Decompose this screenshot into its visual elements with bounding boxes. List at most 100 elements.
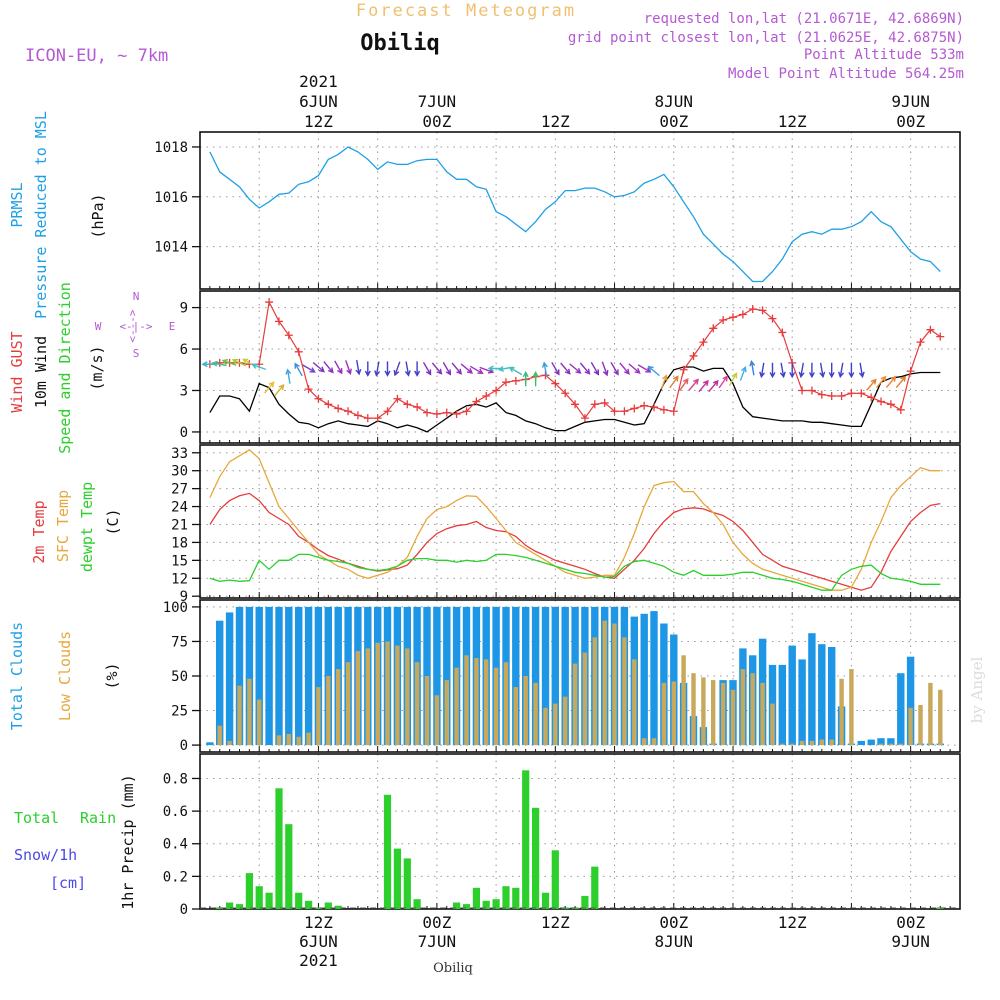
wind-arrow xyxy=(759,362,766,379)
gust-marker xyxy=(501,378,510,387)
wind-arrow xyxy=(431,362,443,375)
low-cloud-bar xyxy=(572,663,578,746)
gust-marker xyxy=(738,310,747,319)
clouds-unit: (%) xyxy=(103,662,121,689)
gust-marker xyxy=(630,404,639,413)
temp-2m-label: 2m Temp xyxy=(30,500,48,563)
pressure-labels: PRMSL Pressure Reduced to MSL (hPa) xyxy=(8,111,107,319)
gust-marker xyxy=(304,385,313,394)
temp-sfc-line xyxy=(209,448,941,591)
time-label-top: 12Z xyxy=(541,112,570,131)
gust-marker xyxy=(344,407,353,416)
wind-arrow xyxy=(451,362,463,375)
precip-bar xyxy=(255,886,263,909)
low-cloud-bar xyxy=(898,743,903,746)
precip-bar xyxy=(295,892,303,909)
low-cloud-bar xyxy=(444,680,449,745)
low-cloud-bar xyxy=(523,676,528,746)
wind-arrow xyxy=(294,362,303,377)
low-cloud-bar xyxy=(454,667,459,746)
low-cloud-bar xyxy=(424,676,430,746)
precip-bar xyxy=(324,902,332,909)
y-tick-label: 1018 xyxy=(154,140,188,156)
gust-marker xyxy=(472,397,481,406)
wind-arrow xyxy=(808,362,815,379)
precip-bar xyxy=(581,895,589,909)
wind-arrow xyxy=(355,359,362,376)
wind-line xyxy=(209,366,941,433)
low-cloud-bar xyxy=(563,696,568,746)
pressure-line xyxy=(209,146,941,283)
gust-marker xyxy=(896,405,905,414)
wind-10m-label: 10m Wind xyxy=(32,336,50,408)
low-cloud-bar xyxy=(711,680,716,745)
y-tick-label: 75 xyxy=(171,634,188,650)
low-cloud-bar xyxy=(533,682,538,746)
precip-bar xyxy=(522,770,530,909)
precip-bar xyxy=(541,892,550,909)
gust-marker xyxy=(886,400,895,409)
y-tick-label: 30 xyxy=(171,464,188,480)
low-cloud-bar xyxy=(247,678,252,746)
low-cloud-bar xyxy=(237,685,242,746)
precip-bar xyxy=(413,899,421,909)
rain-total-label: Total xyxy=(14,809,59,827)
watermark: by Angel xyxy=(968,656,986,723)
precip-bar xyxy=(245,873,253,909)
time-label-top: 7JUN xyxy=(418,92,457,111)
y-tick-label: 21 xyxy=(171,517,188,533)
y-tick-label: 0.4 xyxy=(163,837,188,853)
time-label-top: 00Z xyxy=(422,112,451,131)
wind-arrow xyxy=(264,381,275,394)
low-cloud-bar xyxy=(780,743,785,746)
wind-arrow xyxy=(895,375,907,389)
y-tick-label: 0 xyxy=(180,902,188,918)
wind-arrow xyxy=(285,368,292,384)
gust-marker xyxy=(847,389,856,398)
wind-arrow xyxy=(590,361,600,376)
y-tick-label: 24 xyxy=(171,500,188,516)
time-label-top: 00Z xyxy=(659,112,688,131)
precip-bar xyxy=(502,886,510,909)
low-cloud-bar xyxy=(839,678,844,746)
low-cloud-bar xyxy=(849,669,854,746)
y-tick-label: 33 xyxy=(171,446,188,462)
gust-marker xyxy=(857,389,866,398)
low-cloud-bar xyxy=(345,662,351,746)
low-cloud-bar xyxy=(819,739,824,746)
y-tick-label: 0.6 xyxy=(163,804,188,820)
low-cloud-bar xyxy=(799,740,805,745)
gust-marker xyxy=(571,400,580,409)
time-label-bottom: 6JUN xyxy=(299,932,338,951)
y-tick-label: 3 xyxy=(180,383,188,399)
time-label-top: 12Z xyxy=(304,112,333,131)
time-label-bottom: 00Z xyxy=(659,913,688,932)
low-cloud-bar xyxy=(829,739,834,746)
panel-frame-temperature xyxy=(199,444,961,599)
time-label-bottom: 12Z xyxy=(304,913,333,932)
y-tick-label: 0 xyxy=(180,425,188,441)
y-tick-label: 18 xyxy=(171,535,188,551)
y-tick-label: 100 xyxy=(163,600,188,616)
gust-marker xyxy=(215,358,224,367)
time-label-bottom: 9JUN xyxy=(891,932,930,951)
low-cloud-bar xyxy=(582,652,588,746)
gust-marker xyxy=(393,394,402,403)
wind-arrow xyxy=(819,362,826,379)
temp-labels: 2m Temp SFC Temp dewpt Temp (C) xyxy=(30,482,122,572)
time-label-bottom: 2021 xyxy=(299,951,338,970)
low-cloud-bar xyxy=(414,662,420,746)
compass-e: E xyxy=(169,320,176,333)
gust-marker xyxy=(353,411,362,420)
low-cloud-bar xyxy=(464,655,469,746)
pressure-unit: (hPa) xyxy=(89,193,107,238)
total-cloud-bar xyxy=(304,606,313,746)
compass-ns: <---> xyxy=(126,309,139,342)
low-cloud-bar xyxy=(730,689,736,746)
wind-arrow xyxy=(708,379,719,393)
precip-bar xyxy=(216,907,224,909)
low-cloud-bar xyxy=(405,648,410,746)
total-cloud-bar xyxy=(798,659,806,746)
y-tick-label: 50 xyxy=(171,669,188,685)
wind-arrow xyxy=(739,365,747,381)
